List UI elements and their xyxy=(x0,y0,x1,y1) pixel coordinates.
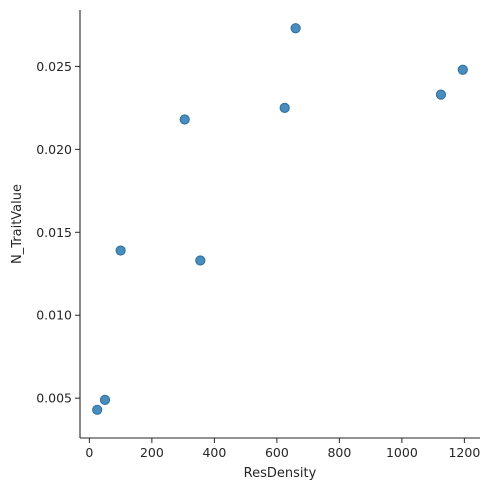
data-points xyxy=(92,23,468,415)
data-point xyxy=(92,404,103,415)
x-tick-label: 1000 xyxy=(386,445,418,460)
x-tick-label: 200 xyxy=(140,445,164,460)
plot-area: 0 200 400 600 800 1000 1200 0.0050.0100.0150.0… xyxy=(36,10,480,460)
data-point xyxy=(435,89,447,100)
x-axis-label: ResDensity xyxy=(244,466,317,481)
x-tick-label: 400 xyxy=(202,445,226,460)
data-point xyxy=(99,394,111,405)
y-tick-label: 0.025 xyxy=(36,59,72,74)
y-tick-label: 0.005 xyxy=(36,391,72,406)
x-tick-label: 1200 xyxy=(448,445,480,460)
data-point xyxy=(179,114,190,125)
data-point xyxy=(115,245,126,256)
data-point xyxy=(290,23,301,34)
x-tick-label: 800 xyxy=(327,445,351,460)
x-tick-label: 600 xyxy=(265,445,289,460)
x-axis-ticks: 0 200 400 600 800 1000 1200 xyxy=(85,438,480,460)
data-point xyxy=(195,255,206,266)
data-point xyxy=(279,102,290,113)
y-tick-label: 0.020 xyxy=(36,142,72,157)
data-point xyxy=(457,64,468,75)
y-tick-label: 0.010 xyxy=(36,308,72,323)
y-axis-ticks: 0.005 0.010 0.015 0.020 0.025 xyxy=(36,59,80,406)
x-tick-label: 0 xyxy=(85,445,93,460)
y-tick-label: 0.015 xyxy=(36,225,72,240)
y-axis-label: N_TraitValue xyxy=(10,184,25,264)
